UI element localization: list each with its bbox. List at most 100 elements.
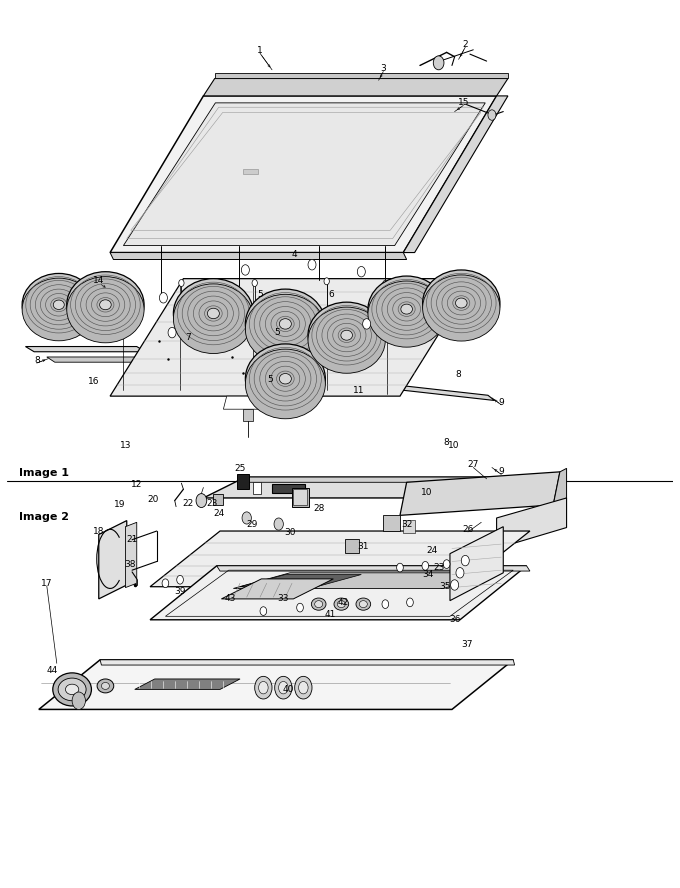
Polygon shape — [403, 96, 508, 252]
Circle shape — [308, 259, 316, 270]
Circle shape — [275, 677, 292, 699]
Circle shape — [260, 607, 267, 615]
Ellipse shape — [337, 600, 345, 607]
Circle shape — [294, 677, 312, 699]
Text: 41: 41 — [325, 610, 337, 619]
Text: 5: 5 — [274, 328, 279, 337]
Ellipse shape — [173, 279, 254, 348]
Circle shape — [488, 110, 496, 120]
Ellipse shape — [53, 300, 65, 309]
Bar — [272, 484, 305, 493]
Text: 13: 13 — [120, 441, 131, 450]
Text: 22: 22 — [182, 499, 194, 508]
Ellipse shape — [456, 298, 467, 308]
Ellipse shape — [245, 349, 325, 419]
Polygon shape — [135, 679, 240, 689]
Ellipse shape — [311, 598, 326, 610]
Text: 9: 9 — [498, 467, 504, 476]
Text: 12: 12 — [131, 480, 142, 489]
Polygon shape — [450, 527, 503, 600]
Polygon shape — [240, 575, 361, 587]
Polygon shape — [25, 346, 146, 352]
Bar — [214, 495, 224, 505]
Ellipse shape — [22, 274, 95, 336]
Polygon shape — [110, 279, 473, 396]
Text: 27: 27 — [468, 460, 479, 470]
Bar — [237, 473, 249, 489]
Ellipse shape — [368, 281, 445, 347]
Polygon shape — [243, 409, 254, 421]
Text: 40: 40 — [282, 685, 294, 694]
Circle shape — [177, 575, 184, 584]
Circle shape — [72, 692, 86, 710]
Text: 24: 24 — [426, 545, 438, 555]
Circle shape — [357, 266, 365, 277]
Ellipse shape — [100, 300, 112, 310]
Circle shape — [274, 518, 284, 530]
Ellipse shape — [65, 684, 79, 694]
Circle shape — [451, 580, 458, 591]
Polygon shape — [39, 660, 513, 710]
Polygon shape — [100, 660, 515, 665]
Circle shape — [241, 265, 250, 275]
Text: 8: 8 — [444, 438, 449, 447]
Polygon shape — [215, 74, 508, 78]
Circle shape — [196, 494, 207, 508]
Circle shape — [296, 603, 303, 612]
Polygon shape — [394, 306, 494, 323]
Text: 18: 18 — [93, 527, 105, 535]
Polygon shape — [217, 566, 530, 571]
Bar — [384, 515, 400, 531]
Polygon shape — [150, 531, 530, 587]
Circle shape — [299, 681, 308, 694]
Circle shape — [422, 561, 428, 570]
Ellipse shape — [401, 305, 413, 314]
Text: 8: 8 — [456, 370, 462, 379]
Ellipse shape — [308, 307, 386, 373]
Circle shape — [433, 56, 444, 70]
Text: 34: 34 — [422, 570, 434, 579]
Polygon shape — [125, 522, 137, 588]
Ellipse shape — [245, 344, 325, 414]
Polygon shape — [124, 103, 486, 246]
Text: 36: 36 — [449, 615, 460, 624]
Circle shape — [123, 280, 128, 287]
Text: 6: 6 — [328, 289, 334, 299]
Text: 38: 38 — [124, 559, 136, 568]
Circle shape — [324, 278, 329, 285]
Ellipse shape — [245, 289, 325, 359]
Ellipse shape — [97, 679, 114, 693]
Circle shape — [159, 292, 167, 303]
Text: 4: 4 — [292, 250, 297, 258]
Polygon shape — [203, 78, 508, 96]
Text: Image 2: Image 2 — [19, 512, 69, 522]
Text: 31: 31 — [357, 543, 369, 551]
Circle shape — [168, 328, 176, 337]
Text: 14: 14 — [93, 276, 105, 285]
Circle shape — [443, 559, 450, 568]
Text: 17: 17 — [41, 579, 52, 588]
Text: 33: 33 — [277, 594, 289, 604]
Text: 15: 15 — [458, 99, 469, 107]
Ellipse shape — [423, 275, 500, 341]
Circle shape — [362, 319, 371, 329]
Polygon shape — [222, 579, 333, 599]
Circle shape — [179, 280, 184, 287]
Bar — [403, 519, 415, 533]
Ellipse shape — [245, 294, 325, 364]
Circle shape — [279, 681, 288, 694]
Ellipse shape — [308, 302, 386, 369]
Polygon shape — [224, 396, 270, 409]
Polygon shape — [554, 468, 566, 505]
Text: 19: 19 — [114, 501, 126, 510]
Polygon shape — [400, 472, 560, 515]
Text: 5: 5 — [267, 375, 273, 385]
Text: 3: 3 — [380, 65, 386, 74]
Text: 37: 37 — [461, 639, 473, 648]
Polygon shape — [394, 385, 494, 400]
Text: 44: 44 — [46, 666, 58, 675]
Text: 1: 1 — [257, 46, 263, 55]
Bar — [345, 539, 358, 552]
Circle shape — [252, 280, 257, 287]
Ellipse shape — [58, 678, 86, 701]
